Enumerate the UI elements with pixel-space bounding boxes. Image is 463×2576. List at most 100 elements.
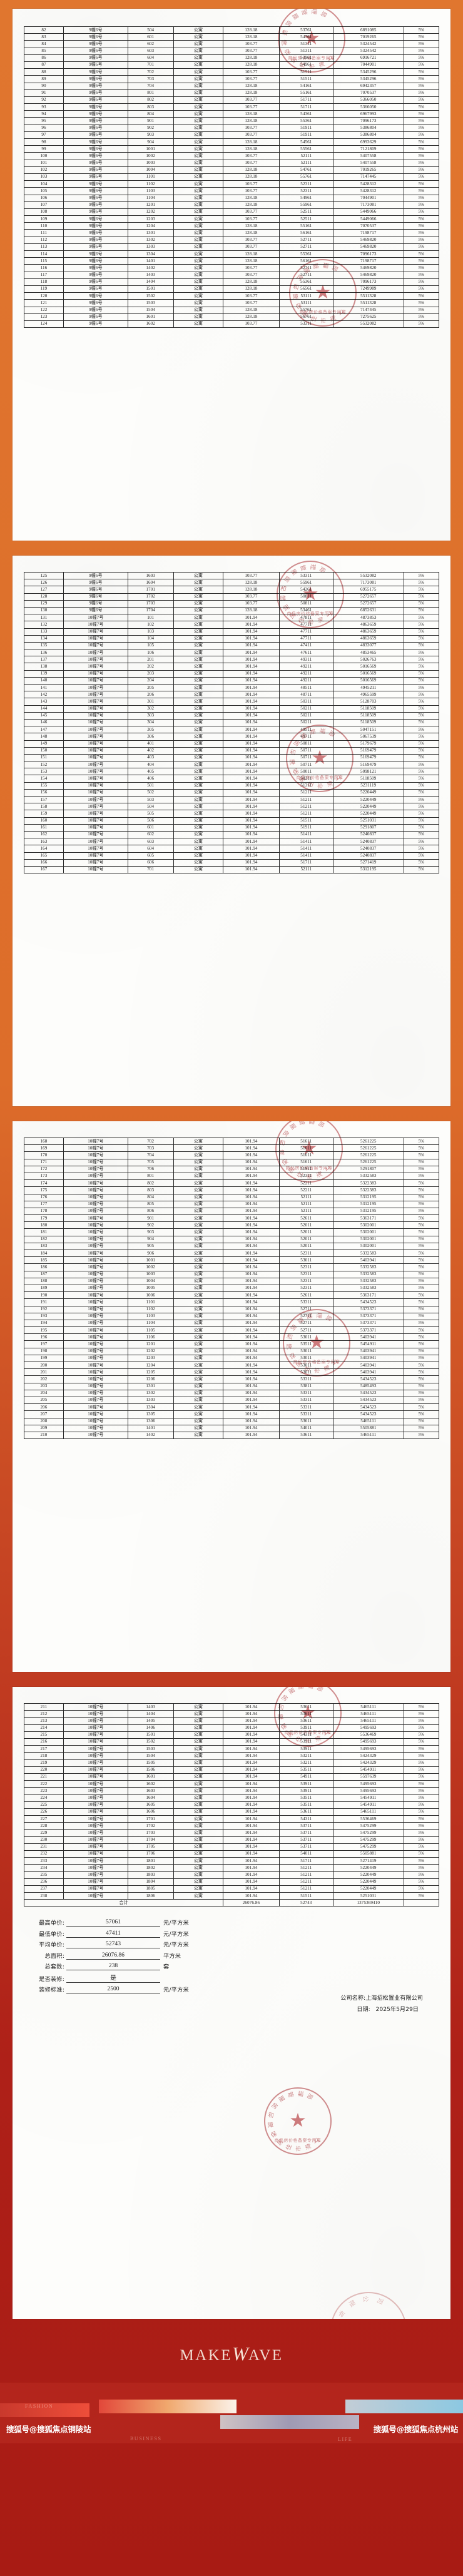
watermark-left: 搜狐号@搜狐焦点铜陵站: [6, 2425, 91, 2434]
cell-单价: 51211: [278, 1878, 333, 1886]
cell-建筑面积: 128.18: [223, 250, 280, 258]
cell-房号: 901: [127, 1214, 174, 1223]
table-row: 96 9幢6号 902 公寓 103.77 51911 5386804 5%: [24, 124, 440, 132]
cell-幢号: 9幢6号: [63, 299, 128, 307]
cell-建筑面积: 101.94: [223, 1808, 280, 1816]
cell-类型: 公寓: [173, 299, 224, 307]
cell-房号: 1503: [127, 1745, 174, 1753]
cell-单价: 54911: [278, 1773, 333, 1781]
table-row: 125 9幢6号 1603 公寓 103.77 53311 5532082 5%: [24, 571, 440, 580]
cell-类型: 公寓: [173, 740, 224, 748]
cell-建筑面积: 128.18: [223, 26, 280, 34]
cell-总价: 7121809: [332, 145, 404, 153]
cell-建筑面积: 103.77: [223, 264, 280, 272]
cell-类型: 公寓: [173, 1333, 224, 1341]
cell-房号: 1706: [127, 1850, 174, 1858]
table-row: 187 10幢7号 1003 公寓 101.94 52311 5332583 5%: [24, 1270, 440, 1278]
cell-总价: 7096173: [332, 250, 404, 258]
cell-类型: 公寓: [173, 649, 224, 657]
cell-总价: 5403941: [332, 1368, 404, 1377]
summary-unit: 元/平方米: [163, 1930, 189, 1938]
cell-优惠率: 5%: [403, 1186, 440, 1194]
cell-建筑面积: 101.94: [223, 1326, 280, 1335]
table-row: 140 10幢7号 204 公寓 101.94 49211 5016569 5%: [24, 676, 440, 685]
cell-总价: 5312195: [332, 1193, 404, 1201]
cell-序号: 106: [24, 194, 64, 202]
cell-总价: 5261225: [332, 1158, 404, 1166]
cell-序号: 236: [24, 1878, 64, 1886]
cell-序号: 211: [24, 1703, 64, 1711]
cell-总价: 5291807: [332, 823, 404, 832]
cell-优惠率: 5%: [403, 1214, 440, 1223]
cell-幢号: 10幢7号: [63, 634, 128, 643]
cell-类型: 公寓: [173, 586, 224, 594]
table-row: 84 9幢6号 602 公寓 103.77 51311 5324542 5%: [24, 40, 440, 48]
cell-总价: 5251031: [332, 817, 404, 825]
cell-类型: 公寓: [173, 138, 224, 146]
cell-优惠率: 5%: [403, 1836, 440, 1844]
cell-优惠率: 5%: [403, 830, 440, 839]
table-row: 179 10幢7号 901 公寓 101.94 52611 5363171 5%: [24, 1214, 440, 1223]
table-row: 144 10幢7号 302 公寓 101.94 50211 5118509 5%: [24, 705, 440, 713]
cell-建筑面积: 101.94: [223, 649, 280, 657]
cell-类型: 公寓: [173, 1780, 224, 1788]
cell-总价: 7198717: [332, 257, 404, 265]
footer-label-fashion: FASHION: [25, 2403, 54, 2409]
cell-优惠率: 5%: [403, 250, 440, 258]
cell-建筑面积: 128.18: [223, 313, 280, 321]
cell-建筑面积: 101.94: [223, 1766, 280, 1774]
cell-单价: 52511: [278, 215, 333, 223]
cell-序号: 119: [24, 285, 64, 293]
cell-建筑面积: 101.94: [223, 663, 280, 671]
table-row: 156 10幢7号 502 公寓 101.94 51211 5220449 5%: [24, 788, 440, 797]
cell-优惠率: 5%: [403, 593, 440, 601]
cell-房号: 1403: [127, 1703, 174, 1711]
cell-总价: 5366050: [332, 96, 404, 104]
cell-幢号: 10幢7号: [63, 788, 128, 797]
cell-序号: 96: [24, 124, 64, 132]
cell-幢号: 9幢6号: [63, 166, 128, 174]
cell-房号: 702: [127, 68, 174, 76]
cell-单价: 54761: [278, 33, 333, 41]
cell-类型: 公寓: [173, 775, 224, 783]
cell-幢号: 10幢7号: [63, 1410, 128, 1418]
cell-序号: 180: [24, 1221, 64, 1229]
cell-房号: 1003: [127, 1270, 174, 1278]
cell-类型: 公寓: [173, 669, 224, 678]
table-row: 148 10幢7号 306 公寓 101.94 49711 5067539 5%: [24, 733, 440, 741]
table-row: 110 9幢6号 1204 公寓 128.18 55161 7070537 5%: [24, 222, 440, 230]
cell-序号: 221: [24, 1773, 64, 1781]
cell-建筑面积: 101.94: [223, 1284, 280, 1293]
cell-类型: 公寓: [173, 320, 224, 328]
cell-建筑面积: 128.18: [223, 278, 280, 286]
cell-幢号: 10幢7号: [63, 761, 128, 769]
cell-总价: 5332583: [332, 1249, 404, 1258]
cell-优惠率: 5%: [403, 152, 440, 160]
table-row: 216 10幢7号 1502 公寓 101.94 53911 5495693 5%: [24, 1738, 440, 1746]
cell-房号: 1304: [127, 250, 174, 258]
cell-房号: 306: [127, 733, 174, 741]
cell-单价: 50811: [278, 593, 333, 601]
cell-房号: 201: [127, 656, 174, 664]
cell-总价: 5434523: [332, 1375, 404, 1383]
cell-优惠率: 5%: [403, 26, 440, 34]
cell-房号: 1602: [127, 320, 174, 328]
cell-序号: 233: [24, 1857, 64, 1865]
cell-单价: 52311: [278, 1270, 333, 1278]
cell-类型: 公寓: [173, 1731, 224, 1739]
cell-优惠率: 5%: [403, 40, 440, 48]
total-area: 26076.86: [223, 1899, 280, 1907]
cell-总价: 5118509: [332, 705, 404, 713]
cell-类型: 公寓: [173, 606, 224, 615]
cell-房号: 1603: [127, 571, 174, 580]
cell-建筑面积: 101.94: [223, 1801, 280, 1809]
cell-优惠率: 5%: [403, 208, 440, 216]
cell-总价: 7249989: [332, 285, 404, 293]
cell-总价: 5169479: [332, 746, 404, 755]
cell-优惠率: 5%: [403, 1843, 440, 1851]
seal-star-icon: ★: [290, 2112, 306, 2130]
cell-建筑面积: 103.77: [223, 599, 280, 608]
seal-ring-char: 保: [270, 2131, 278, 2140]
cell-序号: 191: [24, 1298, 64, 1306]
cell-单价: 55961: [278, 201, 333, 209]
